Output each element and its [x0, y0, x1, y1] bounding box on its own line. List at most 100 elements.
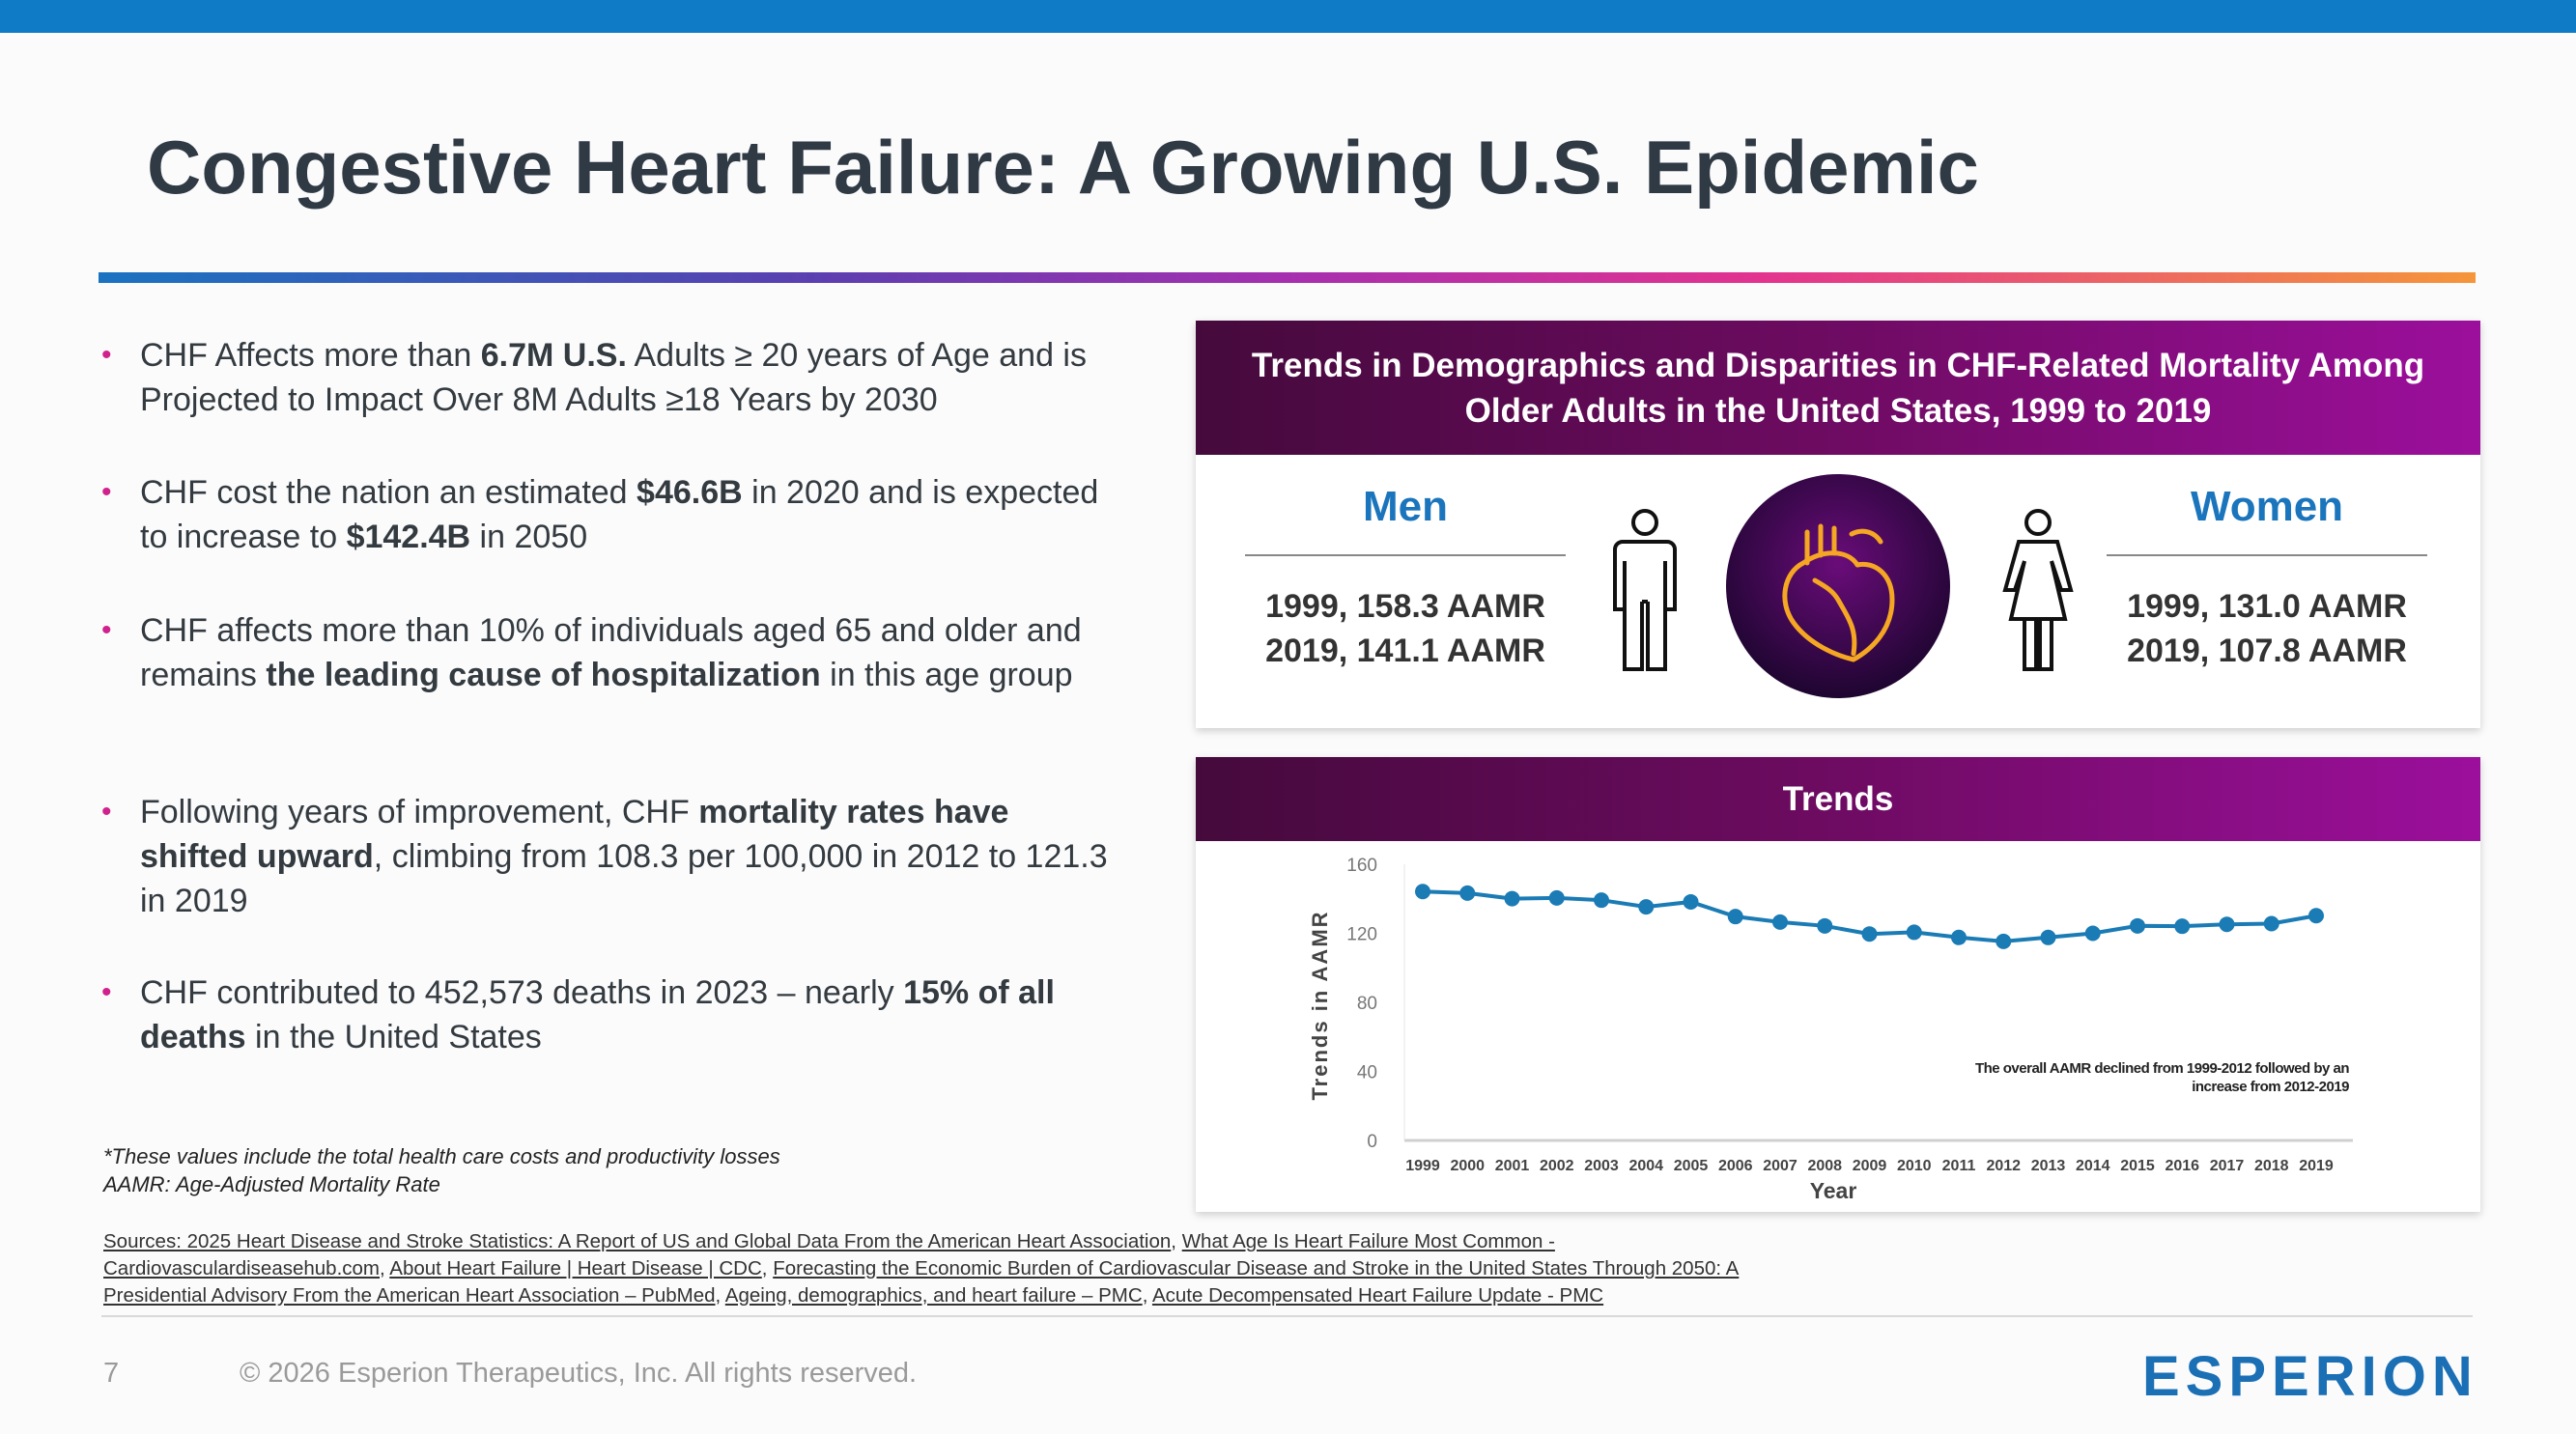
bullet-dot: •: [101, 476, 112, 508]
x-tick-label: 2000: [1450, 1158, 1485, 1174]
text: in the United States: [245, 1019, 542, 1055]
sources-line: Sources: 2025 Heart Disease and Stroke S…: [103, 1230, 1555, 1253]
separator: ,: [1142, 1284, 1152, 1307]
page-number: 7: [103, 1358, 120, 1389]
text: CHF affects more than 10% of individuals…: [140, 612, 1082, 693]
footnote-aamr: AAMR: Age-Adjusted Mortality Rate: [103, 1172, 440, 1196]
source-link[interactable]: Sources: 2025 Heart Disease and Stroke S…: [103, 1230, 1172, 1252]
men-1999-value: 1999, 158.3 AAMR: [1265, 588, 1545, 625]
demographics-title: Trends in Demographics and Disparities i…: [1196, 321, 2480, 455]
aamr-line-chart: 0 40 80 120 160 1999 2000 2001 2002 2003 2004 2005 2…: [1308, 856, 2353, 1203]
trends-panel: Trends 0 40 80 120 160 1999 2000 2001 2002 2003 20…: [1196, 757, 2480, 1212]
trends-title: Trends: [1196, 757, 2480, 841]
x-tick-label: 2005: [1674, 1158, 1709, 1174]
bullet-dot: •: [101, 614, 112, 646]
separator: ,: [715, 1284, 725, 1307]
x-tick-label: 2014: [2076, 1158, 2110, 1174]
x-tick-label: 2004: [1628, 1158, 1663, 1174]
x-axis-title: Year: [1810, 1178, 1857, 1203]
text: Following years of improvement, CHF: [140, 794, 699, 830]
x-tick-label: 2002: [1540, 1158, 1574, 1174]
bullet-text: Following years of improvement, CHF mort…: [140, 790, 1116, 923]
top-accent-bar: [0, 0, 2576, 33]
heart-icon: [1726, 474, 1950, 698]
x-tick-label: 2019: [2299, 1158, 2334, 1174]
data-point: [1415, 884, 1430, 900]
data-point: [1817, 917, 1833, 934]
x-tick-label: 2008: [1807, 1158, 1842, 1174]
x-tick-label: 2017: [2210, 1158, 2245, 1174]
data-point: [2174, 918, 2191, 935]
data-point: [1996, 933, 2012, 949]
text: CHF contributed to 452,573 deaths in 202…: [140, 974, 904, 1011]
x-tick-label: 2010: [1897, 1158, 1932, 1174]
data-point: [1638, 899, 1655, 915]
data-point: [1683, 893, 1699, 910]
data-point: [1459, 885, 1476, 901]
man-icon: [1613, 509, 1677, 671]
x-tick-label: 2011: [1942, 1158, 1976, 1174]
x-tick-label: 2016: [2165, 1158, 2199, 1174]
men-divider: [1245, 554, 1566, 556]
source-link[interactable]: Presidential Advisory From the American …: [103, 1284, 716, 1307]
source-link[interactable]: About Heart Failure | Heart Disease | CD…: [389, 1257, 762, 1279]
text: Adults ≥ 20 years of Age and is Projecte…: [140, 337, 1087, 418]
data-point: [1861, 926, 1878, 942]
bullet-text: CHF cost the nation an estimated $46.6B …: [140, 470, 1116, 559]
footnote-costs: *These values include the total health c…: [103, 1144, 780, 1168]
page-title: Congestive Heart Failure: A Growing U.S.…: [147, 125, 1979, 210]
text: in 2050: [470, 519, 588, 555]
x-tick-label: 2001: [1495, 1158, 1530, 1174]
y-tick-label: 80: [1357, 994, 1377, 1014]
source-link[interactable]: Acute Decompensated Heart Failure Update…: [1151, 1284, 1604, 1307]
x-tick-label: 2015: [2120, 1158, 2155, 1174]
women-label: Women: [2190, 483, 2344, 530]
x-tick-label: 2012: [1986, 1158, 2021, 1174]
separator: ,: [761, 1257, 774, 1279]
source-link[interactable]: Cardiovasculardiseasehub.com: [103, 1257, 381, 1279]
gradient-divider: [99, 272, 2476, 283]
bullet-text: CHF Affects more than 6.7M U.S. Adults ≥…: [140, 333, 1116, 422]
bold-text: 15% of all deaths: [140, 974, 1055, 1055]
y-tick-label: 40: [1357, 1063, 1377, 1083]
data-point: [2219, 916, 2235, 933]
bold-text: $142.4B: [346, 519, 471, 555]
women-2019-value: 2019, 107.8 AAMR: [2127, 633, 2407, 669]
x-tick-label: 2007: [1763, 1158, 1798, 1174]
esperion-logo: ESPERION: [2142, 1345, 2478, 1408]
bullet-item: • CHF cost the nation an estimated $46.6B…: [101, 470, 1116, 559]
data-point: [1504, 890, 1520, 907]
sources-line: Cardiovasculardiseasehub.com, About Hear…: [103, 1257, 1739, 1280]
bold-text: the leading cause of hospitalization: [266, 657, 821, 693]
separator: ,: [380, 1257, 390, 1279]
copyright: © 2026 Esperion Therapeutics, Inc. All r…: [240, 1358, 918, 1389]
text: CHF cost the nation an estimated: [140, 474, 637, 511]
data-point: [2084, 925, 2101, 942]
x-tick-label: 1999: [1405, 1158, 1440, 1174]
bullet-item: • CHF Affects more than 6.7M U.S. Adults …: [101, 333, 1116, 422]
chart-annotation: increase from 2012-2019: [2192, 1079, 2349, 1095]
bold-text: $46.6B: [637, 474, 743, 511]
x-tick-label: 2003: [1584, 1158, 1619, 1174]
y-tick-label: 120: [1346, 925, 1377, 945]
data-point: [1951, 929, 1967, 945]
y-tick-label: 160: [1346, 856, 1377, 876]
women-divider: [2107, 554, 2427, 556]
text: , climbing from 108.3 per 100,000 in 201…: [140, 838, 1108, 919]
bullet-text: CHF contributed to 452,573 deaths in 202…: [140, 970, 1116, 1059]
separator: ,: [1171, 1230, 1182, 1252]
bullet-item: • CHF contributed to 452,573 deaths in 20…: [101, 970, 1116, 1059]
bullet-item: • Following years of improvement, CHF mor…: [101, 790, 1116, 923]
y-tick-label: 0: [1367, 1132, 1377, 1152]
bullet-dot: •: [101, 339, 112, 371]
text: CHF Affects more than: [140, 337, 481, 374]
source-link[interactable]: Ageing, demographics, and heart failure …: [724, 1284, 1143, 1307]
source-link[interactable]: Forecasting the Economic Burden of Cardi…: [773, 1257, 1740, 1279]
bullet-dot: •: [101, 976, 112, 1008]
sources-line: Presidential Advisory From the American …: [103, 1284, 1603, 1307]
x-tick-label: 2009: [1853, 1158, 1887, 1174]
data-point: [2130, 917, 2145, 934]
source-link[interactable]: What Age Is Heart Failure Most Common -: [1181, 1230, 1555, 1252]
men-label: Men: [1363, 483, 1448, 530]
men-2019-value: 2019, 141.1 AAMR: [1265, 633, 1545, 669]
